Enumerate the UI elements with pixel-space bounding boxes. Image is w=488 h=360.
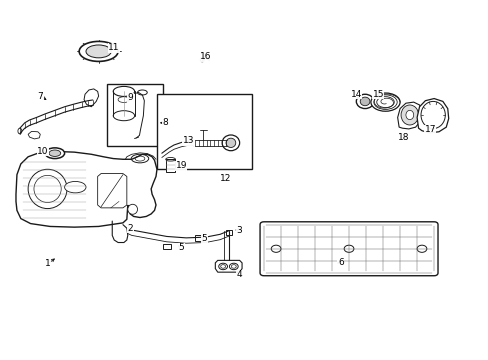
Ellipse shape (356, 94, 373, 109)
Ellipse shape (86, 45, 111, 58)
Ellipse shape (64, 181, 86, 193)
Polygon shape (195, 235, 202, 241)
Polygon shape (98, 174, 126, 208)
Text: 9: 9 (127, 93, 133, 102)
Text: 17: 17 (424, 126, 435, 135)
Ellipse shape (271, 245, 281, 252)
Ellipse shape (225, 138, 235, 148)
Polygon shape (16, 152, 157, 227)
Ellipse shape (127, 204, 137, 214)
Polygon shape (416, 99, 448, 133)
Text: 5: 5 (202, 234, 207, 243)
Ellipse shape (222, 135, 239, 151)
Text: 10: 10 (37, 147, 48, 156)
Ellipse shape (113, 111, 134, 121)
Ellipse shape (405, 111, 413, 120)
Ellipse shape (137, 90, 147, 95)
Ellipse shape (376, 97, 393, 108)
Bar (165, 159, 175, 172)
Text: 6: 6 (337, 258, 343, 267)
Text: 3: 3 (236, 225, 242, 234)
Ellipse shape (229, 263, 238, 270)
Ellipse shape (370, 93, 399, 111)
Text: 1: 1 (44, 260, 50, 269)
Bar (107, 84, 163, 146)
Text: 15: 15 (372, 90, 383, 99)
Ellipse shape (373, 95, 396, 109)
Ellipse shape (344, 245, 353, 252)
Polygon shape (84, 89, 99, 107)
Text: 4: 4 (236, 270, 242, 279)
Ellipse shape (400, 105, 418, 125)
Ellipse shape (360, 97, 369, 106)
Text: 5: 5 (178, 243, 184, 252)
Text: 7: 7 (38, 91, 43, 100)
Text: 18: 18 (397, 133, 409, 142)
Polygon shape (215, 260, 242, 272)
Text: 14: 14 (350, 90, 361, 99)
Ellipse shape (420, 102, 445, 129)
Polygon shape (397, 102, 421, 129)
Ellipse shape (49, 150, 61, 157)
Ellipse shape (28, 169, 67, 208)
Bar (157, 94, 251, 169)
Text: 19: 19 (175, 161, 186, 170)
FancyBboxPatch shape (260, 222, 437, 276)
Text: 12: 12 (220, 174, 231, 183)
Ellipse shape (45, 148, 64, 158)
Ellipse shape (113, 86, 134, 96)
Text: 16: 16 (200, 52, 211, 61)
Text: 2: 2 (127, 224, 133, 233)
Ellipse shape (218, 263, 227, 270)
Text: 11: 11 (108, 43, 120, 52)
Ellipse shape (79, 41, 118, 62)
Ellipse shape (416, 245, 426, 252)
Polygon shape (225, 230, 232, 235)
Polygon shape (28, 131, 40, 139)
Text: 8: 8 (163, 118, 168, 127)
Polygon shape (163, 244, 170, 249)
Text: 13: 13 (183, 136, 194, 145)
